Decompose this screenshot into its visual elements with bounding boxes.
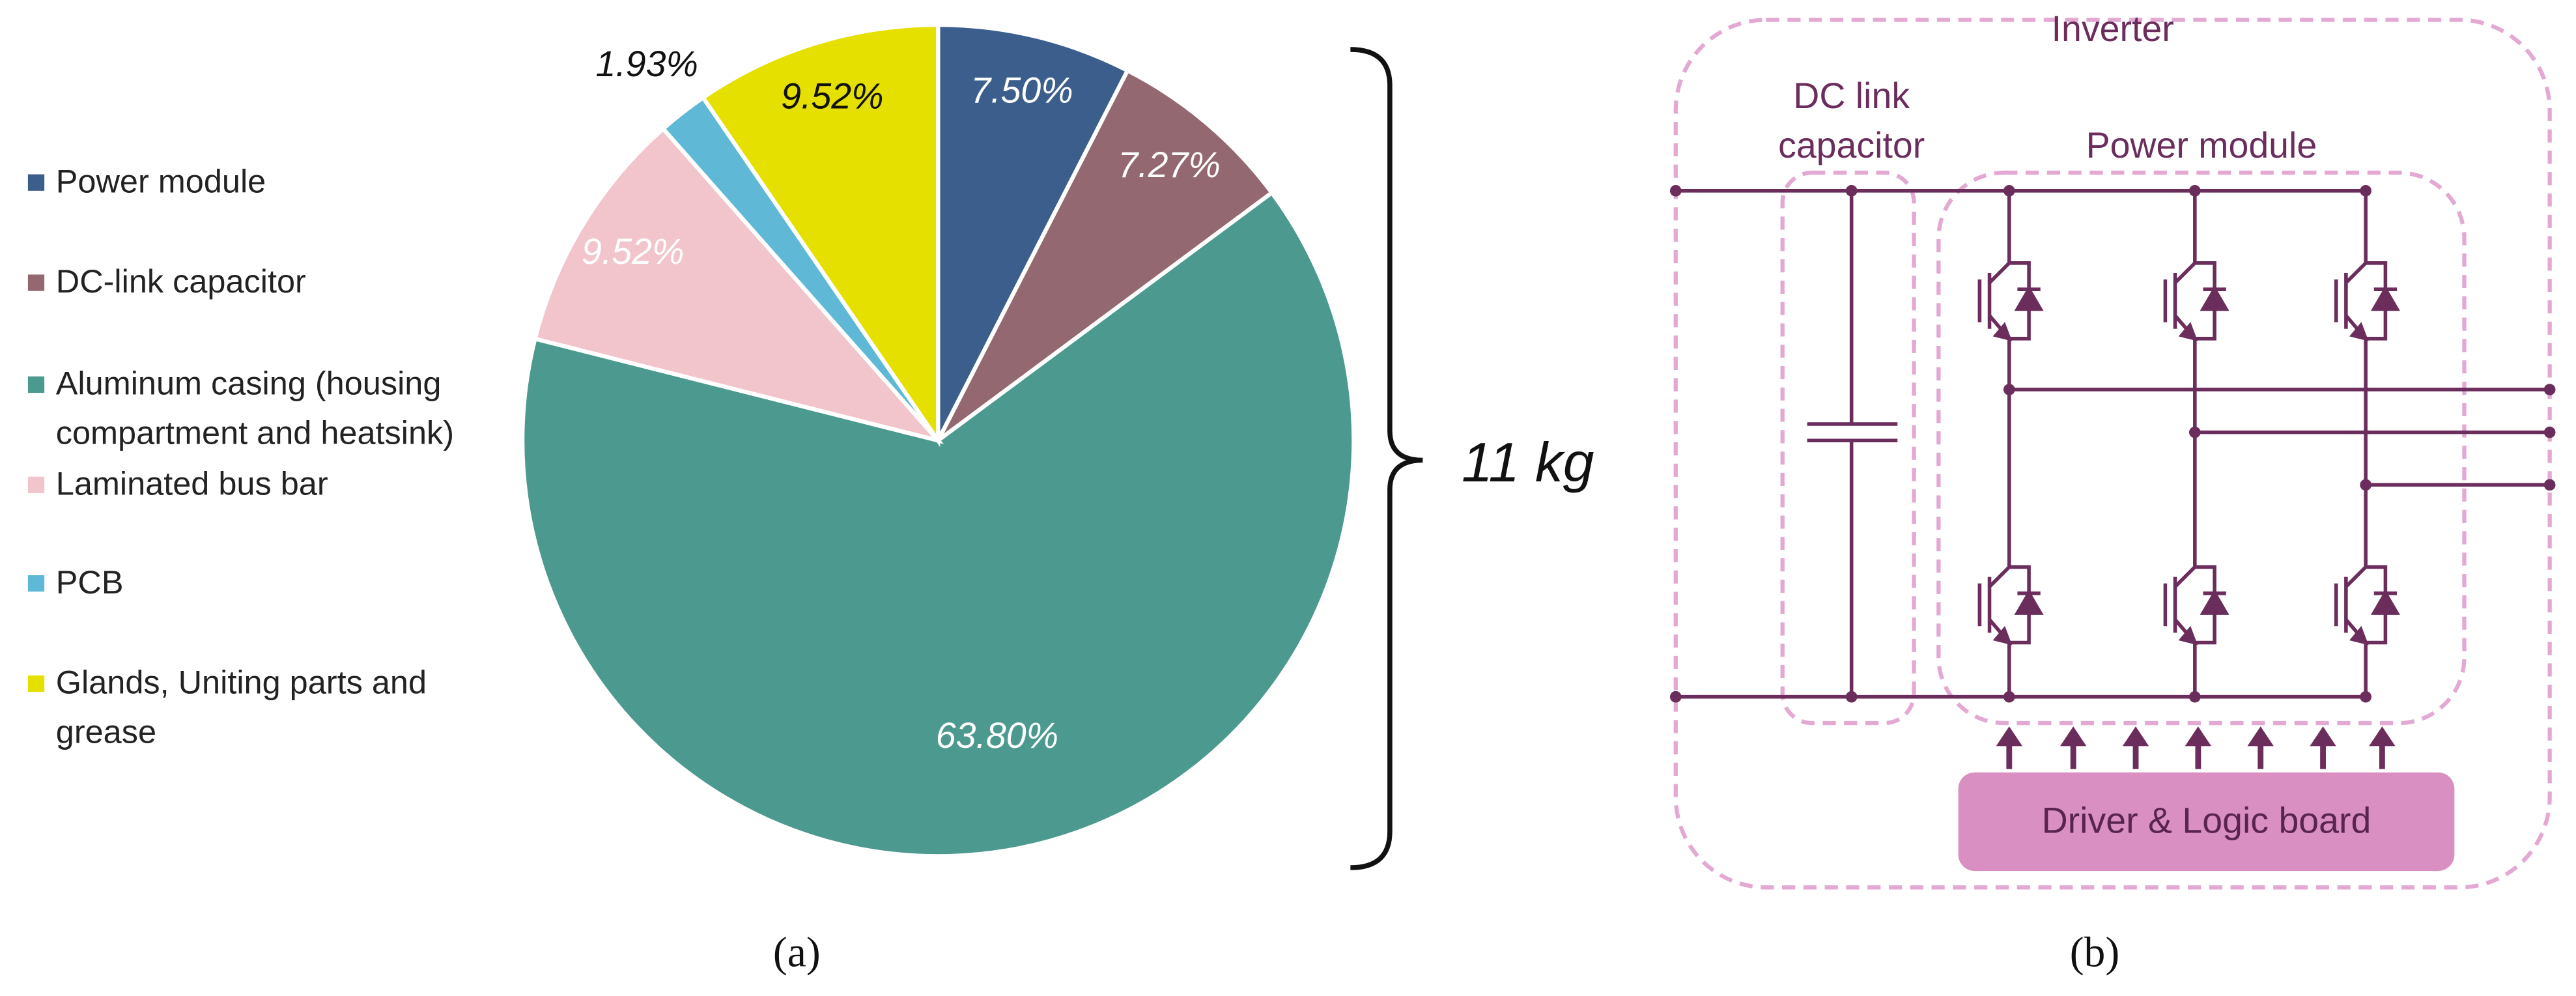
legend-label: DC-link capacitor (55, 264, 306, 301)
legend-label: Glands, Uniting parts and grease (55, 665, 427, 751)
signal-arrow-head (2247, 726, 2274, 747)
pie-slice (532, 126, 944, 444)
diode (2370, 285, 2400, 311)
pie-slice (936, 68, 1275, 442)
legend-swatch (27, 575, 45, 592)
arrow (1992, 322, 2013, 341)
legend-label: PCB (55, 565, 124, 602)
legend-item: Laminated bus bar (55, 466, 328, 504)
pie-chart: 7.50% 7.27% 63.80% 9.52% 1.93% 9.52% (520, 22, 1356, 859)
node (1669, 690, 1682, 703)
legend-label: Power module (55, 164, 266, 201)
igbt (2163, 565, 2226, 645)
node (1669, 184, 1682, 197)
board-label: Driver & Logic board (2042, 801, 2371, 841)
legend-swatch (27, 274, 45, 291)
power-module-label: Power module (2086, 125, 2317, 165)
legend-item: Glands, Uniting parts and grease (55, 665, 427, 751)
brace (1350, 47, 1423, 870)
power-module-box (1936, 170, 2467, 726)
legend-item: Power module (55, 164, 266, 201)
diode (2200, 590, 2229, 615)
node (2543, 479, 2556, 491)
inverter-label: Inverter (2052, 8, 2174, 49)
dc-link-box (1780, 170, 1916, 726)
diode (2370, 590, 2400, 615)
value-label: 9.52% (582, 231, 684, 272)
signal-arrow-head (1996, 726, 2022, 747)
node (2543, 426, 2556, 438)
circuit-diagram (1669, 18, 2556, 890)
diode (2200, 285, 2229, 311)
signal-arrow-head (2310, 726, 2336, 747)
igbt (1977, 565, 2041, 645)
value-label: 7.50% (970, 70, 1073, 110)
driver-board (1958, 772, 2455, 872)
arrow (2349, 322, 2369, 341)
arrow (2349, 625, 2369, 646)
legend-label: Aluminum casing (housing compartment and… (55, 366, 455, 452)
signal-arrow-head (2369, 726, 2396, 747)
circuit (1669, 184, 2556, 769)
inverter-box (1673, 18, 2552, 890)
panel-label: (b) (2070, 929, 2119, 976)
pie-slice (936, 22, 1131, 442)
node (2543, 384, 2556, 395)
diode (2014, 285, 2044, 311)
value-label: 7.27% (1118, 145, 1220, 185)
value-label: 63.80% (936, 715, 1058, 756)
legend: Power module DC-link capacitor Aluminum ca… (27, 164, 455, 751)
legend-swatch (27, 476, 45, 493)
legend-item: Aluminum casing (housing compartment and… (55, 366, 455, 452)
igbt (2334, 261, 2398, 341)
igbt (2334, 565, 2398, 645)
igbt (2163, 261, 2226, 341)
value-label: 9.52% (781, 76, 883, 117)
igbt (1977, 261, 2041, 341)
arrow (1992, 625, 2013, 646)
signal-arrow-head (2059, 726, 2087, 747)
legend-swatch (27, 174, 45, 191)
dc-link-label: DC link (1793, 76, 1910, 116)
legend-item: DC-link capacitor (55, 264, 306, 301)
dc-link-label: capacitor (1778, 125, 1925, 165)
pie-slice (520, 190, 1356, 859)
legend-label: Laminated bus bar (55, 466, 328, 504)
legend-item: PCB (55, 565, 124, 602)
signal-arrow-head (2122, 726, 2149, 747)
legend-swatch (27, 376, 45, 393)
diode (2014, 590, 2044, 615)
value-label: 1.93% (595, 44, 698, 84)
legend-swatch (27, 675, 45, 692)
total-annotation: 11 kg (1462, 431, 1594, 494)
arrow (2178, 322, 2198, 341)
signal-arrow-head (2185, 726, 2212, 747)
panel-label: (a) (773, 929, 821, 976)
pie-slice (700, 22, 941, 448)
arrow (2178, 625, 2198, 646)
